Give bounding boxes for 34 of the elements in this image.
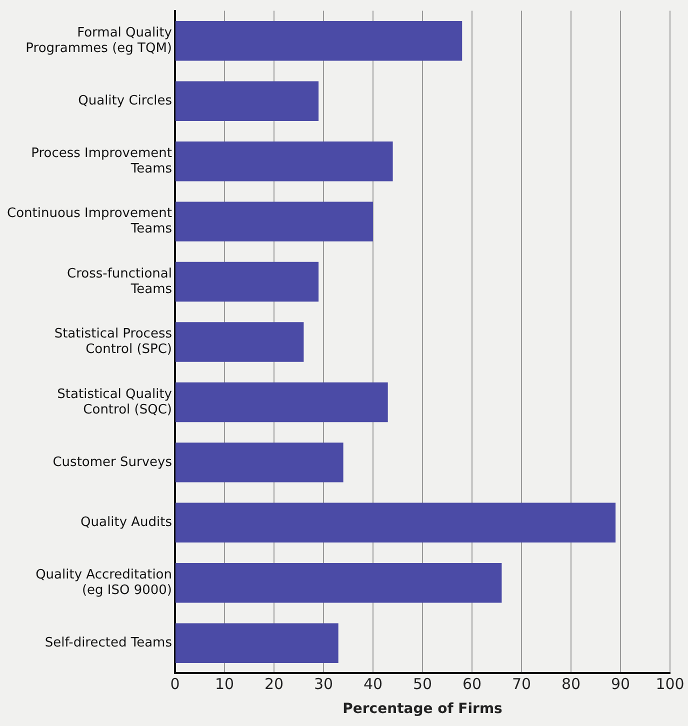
y-tick-label: Quality Audits <box>80 515 172 530</box>
bar <box>176 382 388 422</box>
x-tick-label: 90 <box>610 675 630 694</box>
x-tick-label: 30 <box>314 675 334 694</box>
x-tick-label: 80 <box>561 675 581 694</box>
bar <box>176 81 319 121</box>
bar <box>176 202 374 242</box>
x-tick-label: 40 <box>363 675 383 694</box>
y-tick-label: Self-directed Teams <box>44 635 172 650</box>
bar <box>176 262 319 302</box>
bar <box>176 21 462 61</box>
y-tick-label: Quality Circles <box>78 94 172 108</box>
bar <box>176 623 338 663</box>
x-tick-label: 60 <box>462 675 482 694</box>
bar <box>176 442 344 482</box>
y-tick-label: Quality Accreditation (eg ISO 9000) <box>36 567 172 598</box>
x-tick-label: 70 <box>512 675 532 694</box>
y-tick-label: Process Improvement Teams <box>31 146 172 177</box>
y-tick-label: Customer Surveys <box>52 454 172 470</box>
y-tick-label: Formal Quality Programmes (eg TQM) <box>26 25 172 56</box>
x-axis-title: Percentage of Firms <box>342 701 502 718</box>
bar <box>176 563 502 603</box>
bar <box>176 322 304 362</box>
bar <box>176 502 616 543</box>
x-tick-label: 100 <box>656 675 684 694</box>
x-tick-label: 50 <box>412 675 432 694</box>
y-tick-label: Cross-functional Teams <box>66 266 172 297</box>
x-tick-label: 10 <box>214 675 234 694</box>
x-tick-label: 20 <box>264 675 284 694</box>
bar <box>176 141 393 182</box>
y-tick-label: Continuous Improvement Teams <box>6 206 172 237</box>
y-tick-label: Statistical Quality Control (SQC) <box>57 386 172 418</box>
y-tick-label: Statistical Process Control (SPC) <box>54 326 172 358</box>
x-tick-label: 0 <box>170 675 180 694</box>
